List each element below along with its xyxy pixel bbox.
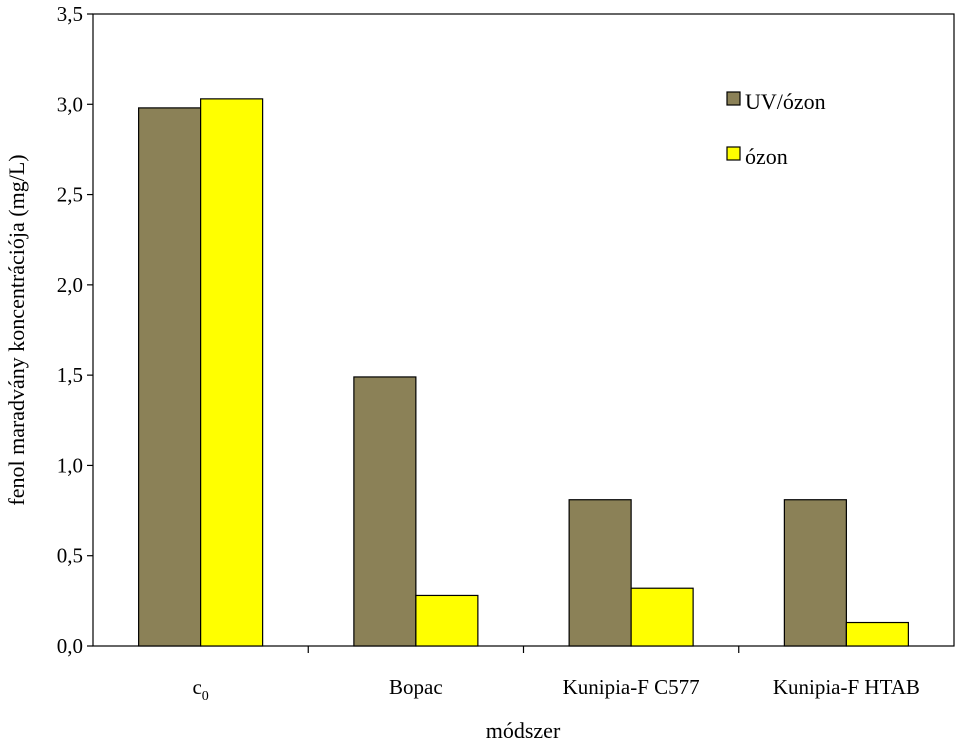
y-tick-label: 2,5: [57, 183, 83, 207]
bar-ozon: [630, 587, 694, 647]
bar-ozon: [415, 594, 479, 647]
legend-label: ózon: [745, 144, 788, 169]
y-tick-label: 3,5: [57, 2, 83, 26]
bar-ozon: [200, 98, 264, 647]
bar-uv-ozon: [783, 499, 847, 647]
x-tick-label: Kunipia-F HTAB: [773, 675, 920, 699]
legend: UV/ózon ózon: [726, 89, 826, 169]
y-axis-label: fenol maradvány koncentrációja (mg/L): [4, 154, 29, 505]
x-tick-label: Bopac: [389, 675, 443, 699]
bar-ozon: [845, 621, 909, 647]
y-tick-label: 1,5: [57, 363, 83, 387]
y-tick-label: 2,0: [57, 273, 83, 297]
bar-uv-ozon: [568, 499, 632, 647]
x-tick-label: Kunipia-F C577: [563, 675, 700, 699]
x-axis: c0 Bopac Kunipia-F C577 Kunipia-F HTAB: [192, 646, 920, 704]
legend-label: UV/ózon: [745, 89, 826, 114]
legend-swatch: [726, 91, 741, 106]
bar-uv-ozon: [353, 376, 417, 647]
legend-swatch: [726, 146, 741, 161]
y-tick-label: 0,0: [57, 634, 83, 658]
bars: [138, 98, 909, 647]
y-tick-label: 3,0: [57, 92, 83, 116]
y-tick-label: 0,5: [57, 544, 83, 568]
y-axis: 0,0 0,5 1,0 1,5 2,0 2,5 3,0 3,5: [57, 2, 93, 658]
bar-uv-ozon: [138, 107, 202, 647]
x-axis-label: módszer: [486, 718, 561, 743]
y-tick-label: 1,0: [57, 453, 83, 477]
